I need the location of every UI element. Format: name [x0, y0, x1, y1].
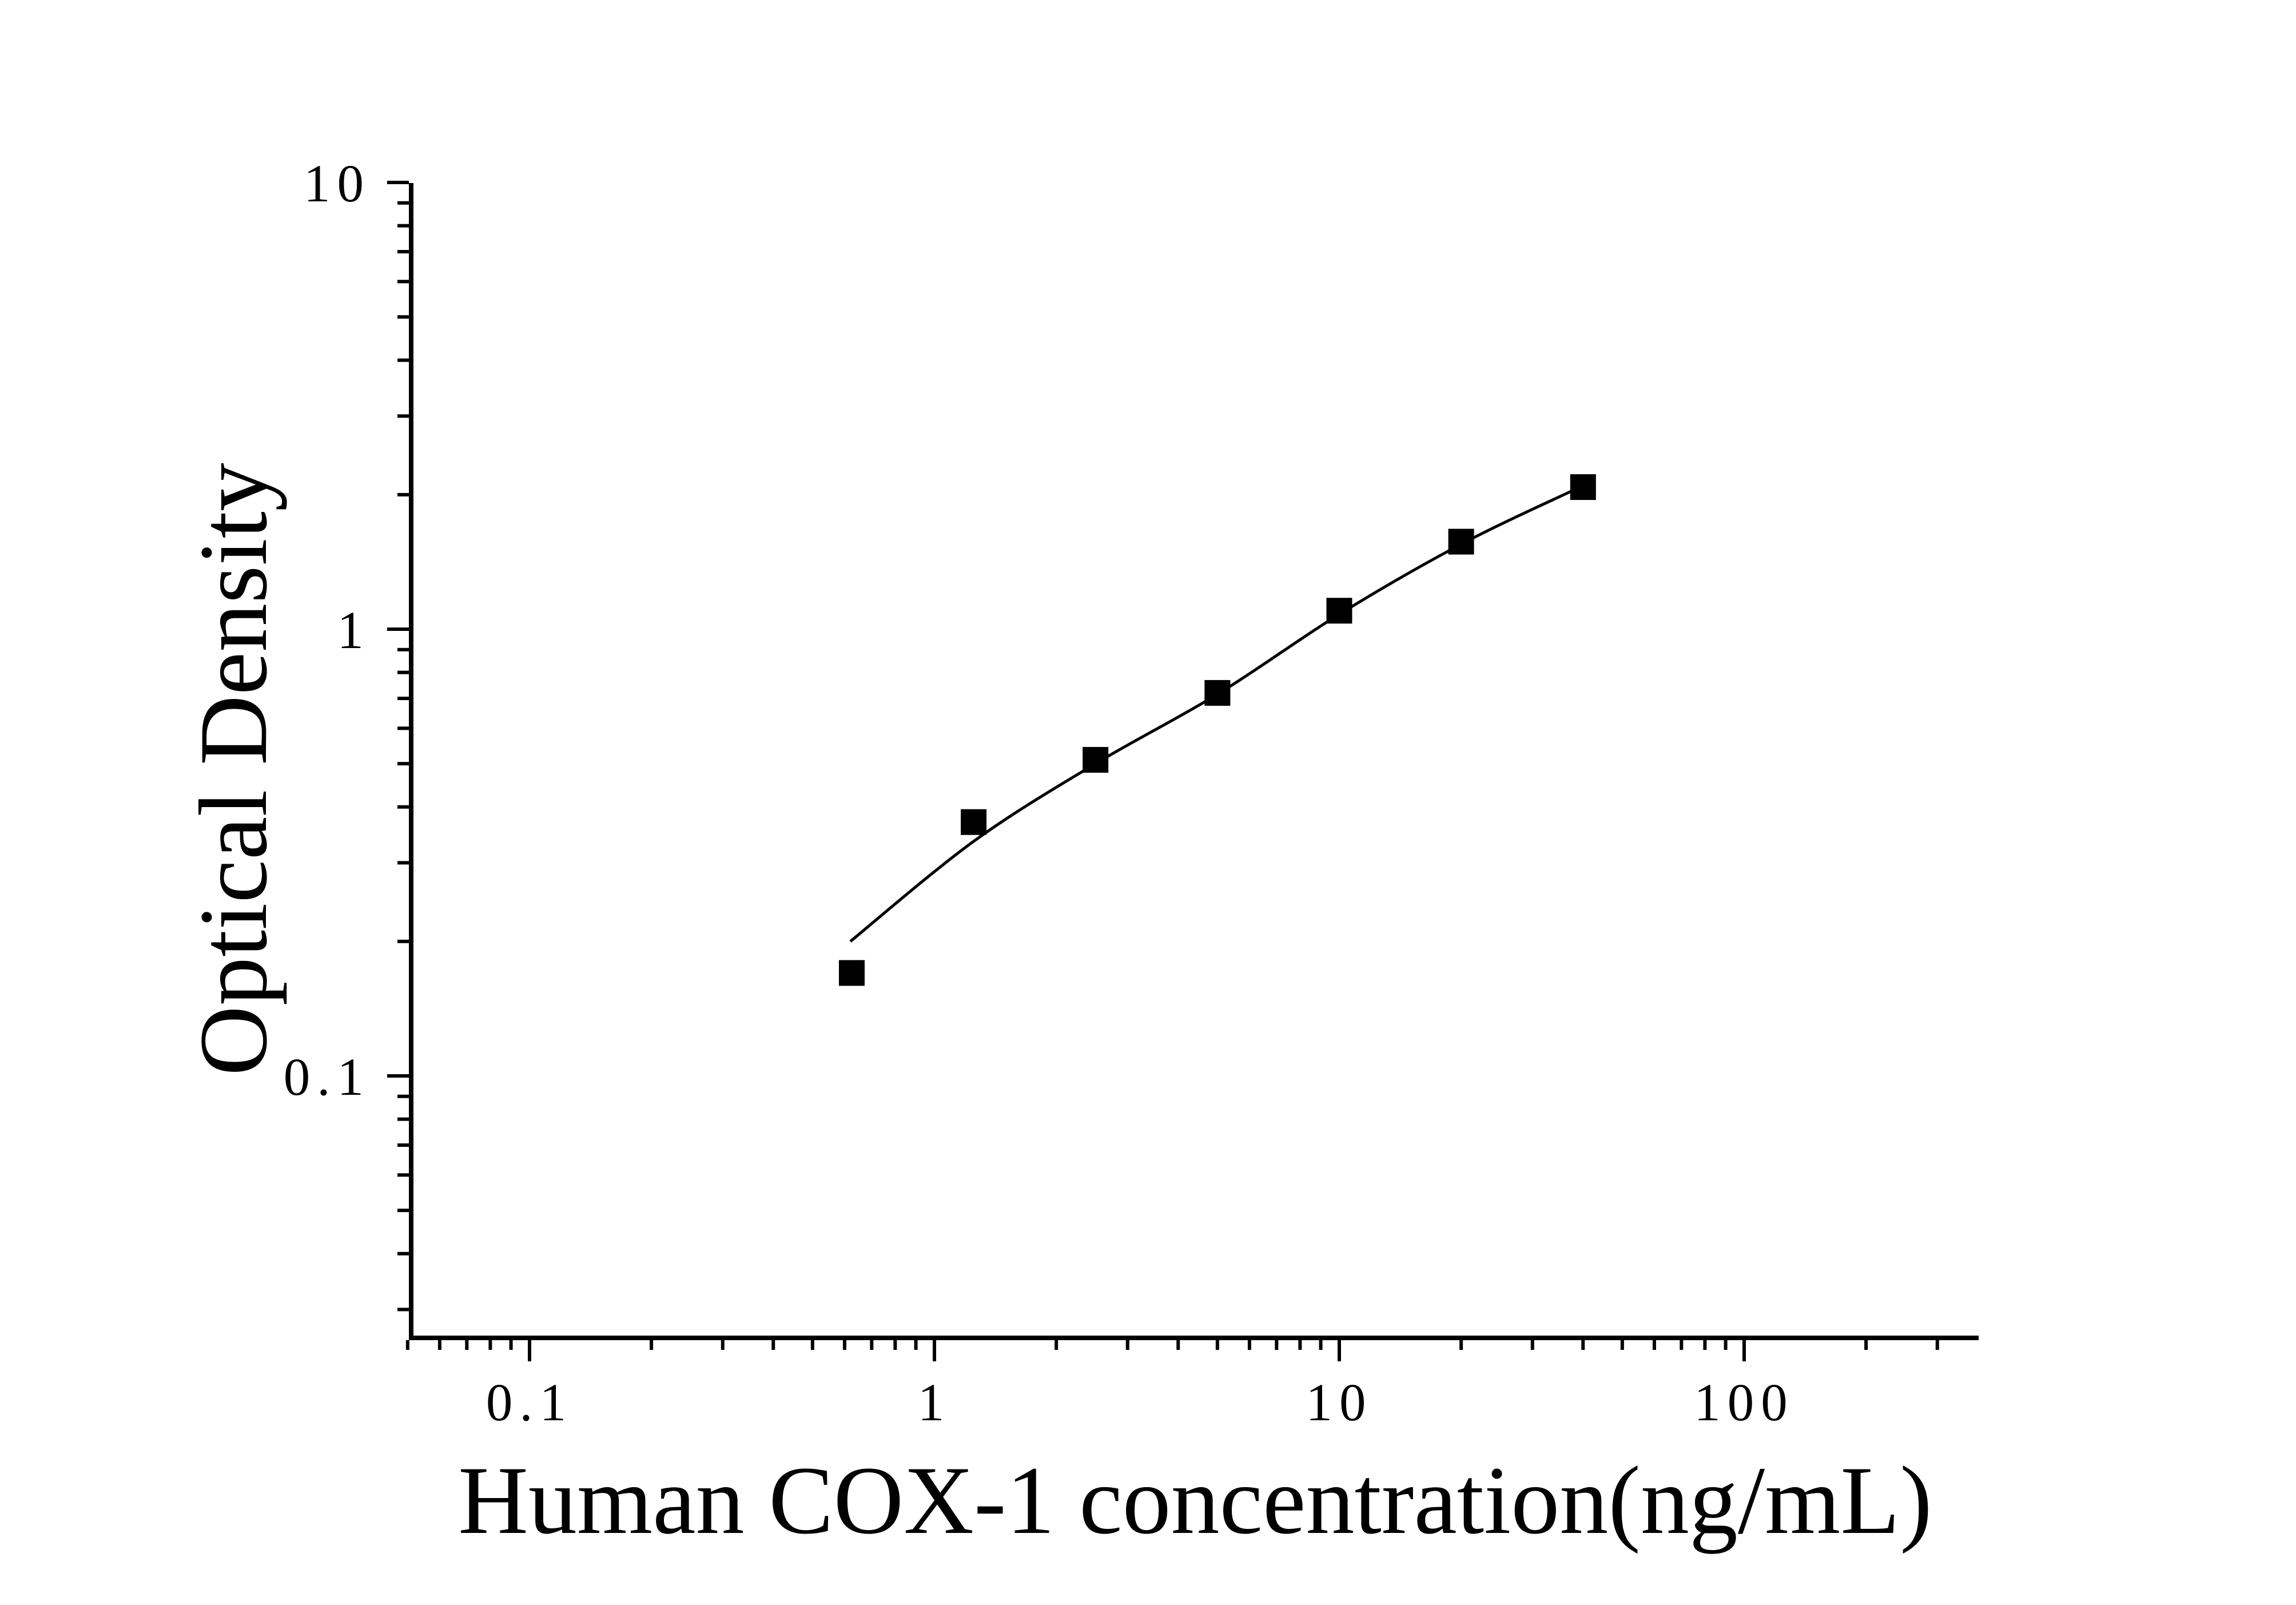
x-tick-label: 0.1: [486, 1373, 573, 1432]
axes: [409, 183, 1979, 1340]
x-tick-label: 100: [1694, 1373, 1794, 1432]
data-point-marker: [1448, 529, 1474, 555]
x-tick-label: 1: [918, 1373, 952, 1432]
data-point-marker: [1570, 474, 1596, 500]
y-tick-label: 10: [304, 154, 371, 213]
y-tick-label: 0.1: [284, 1048, 371, 1107]
data-point-marker: [1083, 746, 1109, 773]
axis-tick-labels: 0.1 1 10 100 0.1 1 10: [284, 154, 1794, 1432]
data-series: [839, 474, 1596, 986]
axis-ticks: [387, 181, 1939, 1361]
fit-curve: [849, 488, 1575, 943]
data-point-marker: [961, 809, 987, 835]
data-point-marker: [1204, 680, 1231, 706]
y-tick-label: 1: [337, 601, 371, 660]
x-tick-label: 10: [1306, 1373, 1373, 1432]
y-axis-title: Optical Density: [180, 463, 287, 1076]
data-point-marker: [1326, 598, 1352, 624]
x-axis-title: Human COX-1 concentration(ng/mL): [458, 1447, 1932, 1554]
data-point-marker: [839, 960, 865, 986]
